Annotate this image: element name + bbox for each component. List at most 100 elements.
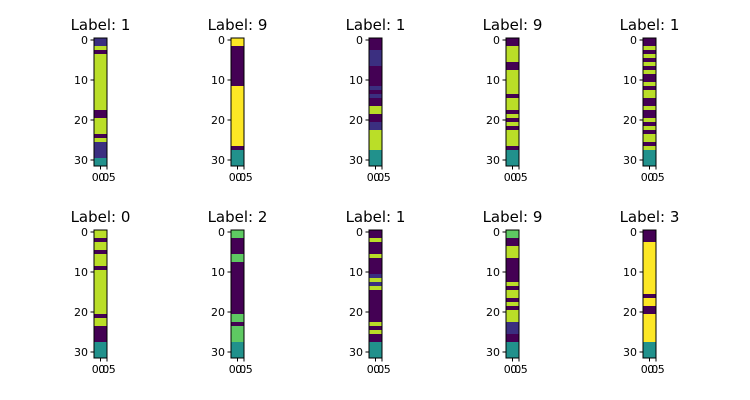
image-cell (643, 98, 656, 103)
image-cell (94, 162, 107, 167)
image-cell (369, 142, 382, 147)
y-tick-label: 20 (486, 306, 500, 319)
image-cell (506, 258, 519, 263)
image-cell (231, 290, 244, 295)
image-cell (231, 102, 244, 107)
image-cell (94, 50, 107, 55)
image-cell (231, 294, 244, 299)
image-cell (94, 354, 107, 359)
y-tick-label: 30 (349, 154, 363, 167)
image-cell (506, 298, 519, 303)
y-tick-label: 10 (486, 266, 500, 279)
image-cell (231, 334, 244, 339)
image-cell (643, 114, 656, 119)
image-cell (94, 302, 107, 307)
x-tick-label: 0.5 (373, 363, 391, 376)
image-cell (506, 234, 519, 239)
x-tick-label: 0.5 (510, 171, 528, 184)
image-cell (369, 242, 382, 247)
image-cell (643, 302, 656, 307)
image-cell (94, 62, 107, 67)
image-cell (94, 338, 107, 343)
y-tick-label: 10 (74, 74, 88, 87)
image-cell (506, 246, 519, 251)
image-cell (643, 230, 656, 235)
image-panel: Label: 20 10 20 30 0.00.5 (208, 208, 268, 376)
x-tick-label: 0.0 (229, 363, 247, 376)
panel-title: Label: 9 (483, 208, 543, 226)
image-cell (643, 334, 656, 339)
image-cell (643, 330, 656, 335)
image-cell (94, 142, 107, 147)
image-cell (231, 238, 244, 243)
image-cell (369, 282, 382, 287)
y-tick-label: 0 (81, 34, 88, 47)
image-cell (369, 294, 382, 299)
image-cell (643, 342, 656, 347)
image-cell (369, 134, 382, 139)
image-cell (643, 326, 656, 331)
y-tick-label: 10 (349, 266, 363, 279)
image-cell (231, 150, 244, 155)
image-cell (94, 54, 107, 59)
image-cell (506, 334, 519, 339)
image-cell (231, 142, 244, 147)
image-cell (643, 294, 656, 299)
image-cell (231, 134, 244, 139)
image-panel: Label: 00 10 20 30 0.00.5 (71, 208, 131, 376)
image-panel: Label: 10 10 20 30 0.00.5 (346, 208, 406, 376)
image-cell (369, 246, 382, 251)
y-tick-label: 30 (623, 154, 637, 167)
image-cell (231, 138, 244, 143)
image-cell (506, 66, 519, 71)
image-cell (94, 330, 107, 335)
image-cell (506, 302, 519, 307)
image-cell (94, 274, 107, 279)
image-cell (369, 270, 382, 275)
image-cell (643, 66, 656, 71)
image-cell (643, 94, 656, 99)
image-cell (506, 130, 519, 135)
image-cell (506, 122, 519, 127)
image-panel: Label: 10 10 20 30 0.00.5 (620, 16, 680, 184)
image-cell (94, 46, 107, 51)
image-cell (506, 46, 519, 51)
image-cell (369, 262, 382, 267)
image-cell (369, 158, 382, 163)
image-cell (94, 318, 107, 323)
image-cell (231, 246, 244, 251)
image-cell (643, 254, 656, 259)
image-cell (94, 90, 107, 95)
image-cell (94, 306, 107, 311)
image-cell (643, 102, 656, 107)
image-cell (643, 282, 656, 287)
image-cell (94, 82, 107, 87)
image-cell (506, 346, 519, 351)
image-cell (94, 74, 107, 79)
image-cell (643, 158, 656, 163)
image-cell (94, 158, 107, 163)
image-cell (231, 154, 244, 159)
image-cell (643, 354, 656, 359)
image-cell (231, 114, 244, 119)
image-cell (94, 322, 107, 327)
image-cell (231, 42, 244, 47)
image-cell (506, 50, 519, 55)
image-cell (643, 338, 656, 343)
image-cell (94, 42, 107, 47)
image-cell (643, 286, 656, 291)
image-cell (643, 138, 656, 143)
image-cell (643, 246, 656, 251)
image-cell (231, 342, 244, 347)
image-cell (94, 350, 107, 355)
image-cell (506, 250, 519, 255)
image-cell (94, 266, 107, 271)
image-cell (643, 146, 656, 151)
image-cell (643, 70, 656, 75)
image-cell (231, 122, 244, 127)
image-cell (369, 322, 382, 327)
image-cell (506, 306, 519, 311)
image-cell (231, 158, 244, 163)
image-cell (231, 302, 244, 307)
image-cell (231, 322, 244, 327)
